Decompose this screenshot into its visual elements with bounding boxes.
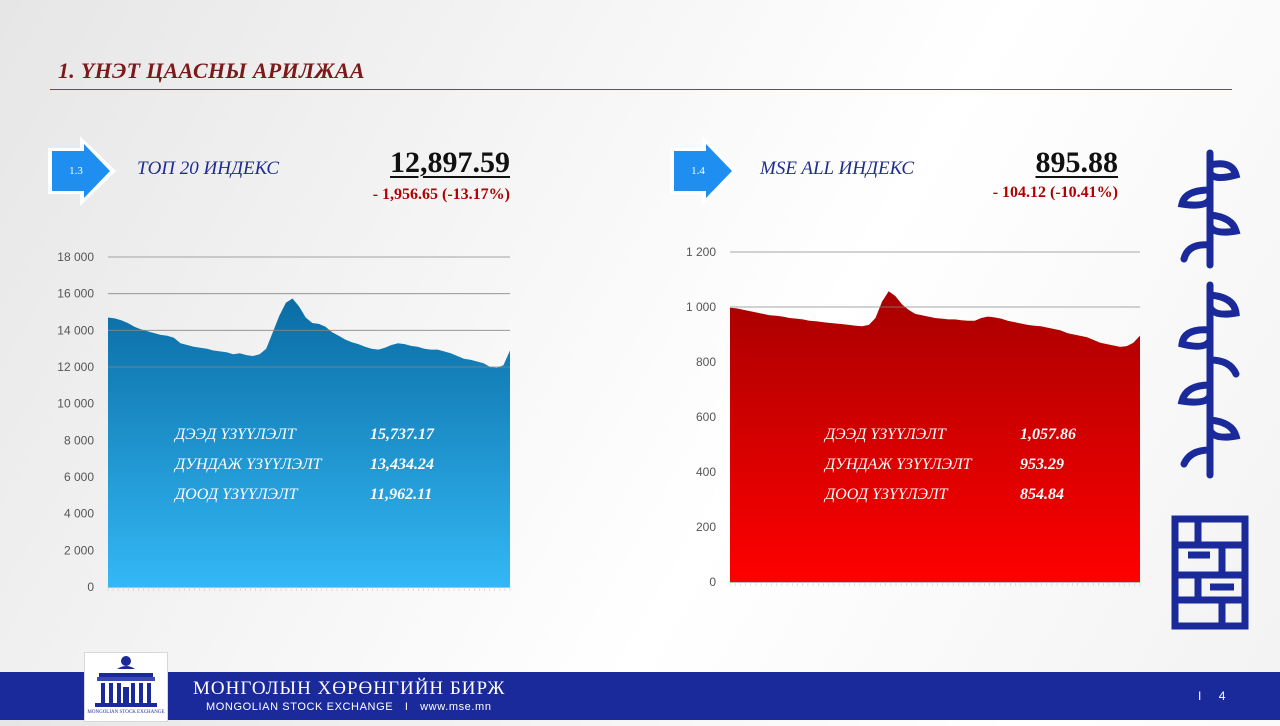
section-badge-left: 1.3 (46, 136, 118, 206)
logo-text: MONGOLIAN STOCK EXCHANGE (87, 710, 164, 715)
y-tick-label: 10 000 (57, 397, 94, 411)
section-badge-right: 1.4 (668, 136, 740, 206)
page-separator: I (1198, 689, 1202, 703)
badge-number: 1.4 (691, 165, 705, 177)
chart-svg: 0 200 400 600 800 1 000 1 200 (686, 245, 1141, 589)
y-tick-label: 200 (696, 520, 716, 534)
series-area (108, 298, 510, 587)
index-change-top20: - 1,956.65 (-13.17%) (372, 186, 510, 203)
footer-exchange-name-mn: МОНГОЛЫН ХӨРӨНГИЙН БИРЖ (193, 678, 506, 699)
page-number: 4 (1218, 689, 1226, 703)
mse-square-logo (1171, 515, 1249, 630)
stats-table-top20: ДЭЭД ҮЗҮҮЛЭЛТ 15,737.17 ДУНДАЖ ҮЗҮҮЛЭЛТ 13… (175, 426, 434, 516)
stats-table-mseall: ДЭЭД ҮЗҮҮЛЭЛТ 1,057.86 ДУНДАЖ ҮЗҮҮЛЭЛТ 953… (825, 426, 1076, 516)
y-tick-label: 2 000 (64, 543, 94, 557)
stat-label: ДООД ҮЗҮҮЛЭЛТ (825, 486, 948, 503)
mongolian-script-emblem (1177, 149, 1241, 479)
stat-value: 1,057.86 (1020, 426, 1076, 443)
y-tick-label: 12 000 (57, 360, 94, 374)
chart-svg: 0 2 000 4 000 6 000 8 000 10 000 12 000 14 000 1… (57, 250, 511, 594)
badge-number: 1.3 (69, 165, 83, 177)
stat-row-avg: ДУНДАЖ ҮЗҮҮЛЭЛТ 13,434.24 (175, 456, 434, 486)
stat-value: 953.29 (1020, 456, 1064, 473)
stat-label: ДУНДАЖ ҮЗҮҮЛЭЛТ (175, 456, 322, 473)
y-tick-label: 16 000 (57, 287, 94, 301)
stat-label: ДЭЭД ҮЗҮҮЛЭЛТ (175, 426, 296, 443)
series-area (730, 291, 1140, 582)
y-tick-label: 0 (87, 580, 94, 594)
footer-website-link[interactable]: www.mse.mn (420, 701, 492, 713)
index-name-top20: ТОП 20 ИНДЕКС (137, 158, 280, 179)
stat-row-min: ДООД ҮЗҮҮЛЭЛТ 11,962.11 (175, 486, 434, 516)
mseall-area-chart: 0 200 400 600 800 1 000 1 200 (664, 240, 1144, 600)
exchange-building-icon: MONGOLIAN STOCK EXCHANGE (87, 656, 165, 715)
y-tick-label: 400 (696, 465, 716, 479)
stat-value: 13,434.24 (370, 456, 434, 473)
y-tick-label: 8 000 (64, 433, 94, 447)
y-tick-label: 1 000 (686, 300, 716, 314)
y-tick-label: 14 000 (57, 323, 94, 337)
footer-separator: I (404, 701, 409, 713)
stat-value: 15,737.17 (370, 426, 434, 443)
index-value-top20: 12,897.59 (390, 146, 510, 179)
index-value-mseall: 895.88 (1035, 146, 1119, 179)
arrow-badge-icon (48, 136, 116, 206)
page-indicator: I 4 (1198, 689, 1225, 703)
stat-value: 11,962.11 (370, 486, 433, 503)
stat-row-max: ДЭЭД ҮЗҮҮЛЭЛТ 15,737.17 (175, 426, 434, 456)
top20-area-chart: 0 2 000 4 000 6 000 8 000 10 000 12 000 14 000 1… (40, 245, 520, 605)
mse-building-logo: MONGOLIAN STOCK EXCHANGE (84, 652, 168, 722)
y-tick-label: 600 (696, 410, 716, 424)
y-tick-label: 0 (709, 575, 716, 589)
footer-exchange-name-en: MONGOLIAN STOCK EXCHANGE (206, 701, 394, 713)
title-divider (50, 89, 1232, 90)
y-tick-label: 1 200 (686, 245, 716, 259)
stat-label: ДООД ҮЗҮҮЛЭЛТ (175, 486, 298, 503)
y-tick-label: 4 000 (64, 507, 94, 521)
slide-title: 1. ҮНЭТ ЦААСНЫ АРИЛЖАА (58, 58, 365, 83)
y-tick-label: 800 (696, 355, 716, 369)
index-name-mseall: MSE ALL ИНДЕКС (760, 158, 915, 179)
arrow-badge-icon (670, 136, 738, 206)
stat-value: 854.84 (1020, 486, 1064, 503)
stat-label: ДЭЭД ҮЗҮҮЛЭЛТ (825, 426, 946, 443)
stat-row-min: ДООД ҮЗҮҮЛЭЛТ 854.84 (825, 486, 1076, 516)
stat-row-avg: ДУНДАЖ ҮЗҮҮЛЭЛТ 953.29 (825, 456, 1076, 486)
y-tick-label: 18 000 (57, 250, 94, 264)
y-tick-label: 6 000 (64, 470, 94, 484)
footer-bar (0, 672, 1280, 720)
index-change-mseall: - 104.12 (-10.41%) (992, 184, 1118, 201)
stat-row-max: ДЭЭД ҮЗҮҮЛЭЛТ 1,057.86 (825, 426, 1076, 456)
stat-label: ДУНДАЖ ҮЗҮҮЛЭЛТ (825, 456, 972, 473)
footer-subtitle: MONGOLIAN STOCK EXCHANGE I www.mse.mn (206, 701, 492, 713)
